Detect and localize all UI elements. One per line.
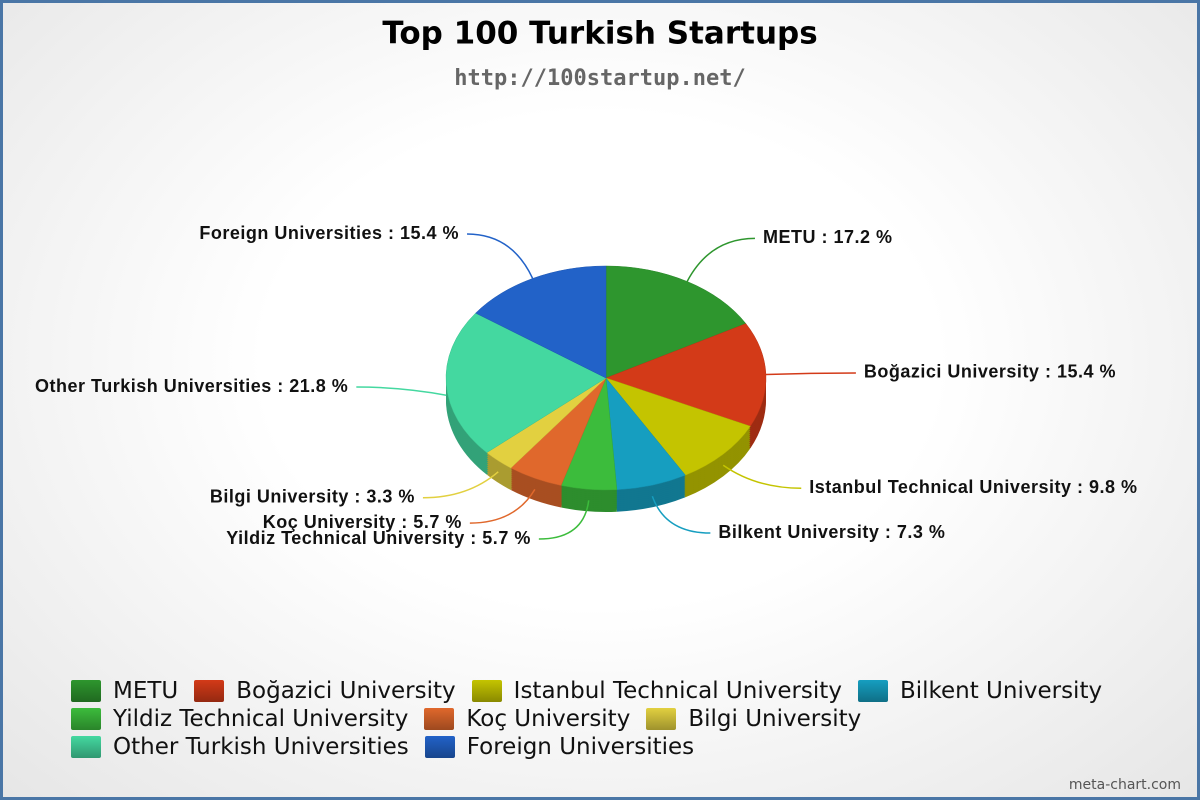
data-label: Istanbul Technical University : 9.8 % xyxy=(809,477,1137,497)
legend-label: Yildiz Technical University xyxy=(113,706,409,732)
legend-item: Yildiz Technical University xyxy=(71,705,408,733)
data-label: Bilkent University : 7.3 % xyxy=(718,522,945,542)
legend-swatch xyxy=(71,708,101,730)
legend-swatch xyxy=(424,708,455,730)
data-label: Bilgi University : 3.3 % xyxy=(210,486,415,506)
data-label: METU : 17.2 % xyxy=(763,227,893,247)
leader-line xyxy=(765,372,856,376)
legend-item: Bilkent University xyxy=(857,677,1103,705)
chart-subtitle: http://100startup.net/ xyxy=(454,66,745,91)
data-label: Boğazici University : 15.4 % xyxy=(864,362,1116,382)
data-label: Foreign Universities : 15.4 % xyxy=(199,223,459,243)
legend-label: Koç University xyxy=(466,706,631,732)
data-label: Other Turkish Universities : 21.8 % xyxy=(35,376,348,396)
pie-slice xyxy=(445,312,607,453)
leader-line xyxy=(686,237,755,282)
leader-line xyxy=(722,464,802,489)
pie-slice xyxy=(605,265,747,379)
legend-swatch xyxy=(646,708,677,730)
legend-swatch xyxy=(71,680,101,702)
legend-label: Boğazici University xyxy=(236,678,456,704)
watermark: meta-chart.com xyxy=(1068,777,1181,793)
legend-item: Other Turkish Universities xyxy=(71,733,409,761)
legend-item: Foreign Universities xyxy=(424,733,695,761)
pie-slice xyxy=(475,265,607,379)
legend-swatch xyxy=(194,680,225,702)
legend-label: Other Turkish Universities xyxy=(113,734,409,760)
data-label: Yildiz Technical University : 5.7 % xyxy=(226,528,531,548)
legend-label: Istanbul Technical University xyxy=(513,678,842,704)
legend-item: Koç University xyxy=(424,705,630,733)
legend-swatch xyxy=(424,736,455,758)
legend-item: METU xyxy=(71,677,178,705)
legend-item: Istanbul Technical University xyxy=(471,677,842,705)
legend-item: Bilgi University xyxy=(646,705,861,733)
legend-swatch xyxy=(471,680,502,702)
legend-label: METU xyxy=(113,678,179,704)
leader-line xyxy=(422,471,499,499)
pie-slice xyxy=(605,323,767,427)
leader-line xyxy=(467,233,534,279)
legend-swatch xyxy=(71,736,101,758)
leader-line xyxy=(469,488,536,524)
pie-slice xyxy=(605,377,751,476)
legend-label: Foreign Universities xyxy=(466,734,695,760)
data-label: Koç University : 5.7 % xyxy=(263,512,462,532)
legend-swatch xyxy=(857,680,888,702)
legend-item: Boğazici University xyxy=(194,677,456,705)
leader-line xyxy=(651,495,711,534)
leader-line xyxy=(538,500,590,540)
legend-label: Bilgi University xyxy=(688,706,862,732)
legend-label: Bilkent University xyxy=(899,678,1103,704)
leader-line xyxy=(356,386,447,396)
chart-title: Top 100 Turkish Startups xyxy=(382,16,817,52)
pie-chart: Top 100 Turkish Startups http://100start… xyxy=(35,16,1137,548)
legend: METU Boğazici University Istanbul Technica… xyxy=(71,677,1171,761)
